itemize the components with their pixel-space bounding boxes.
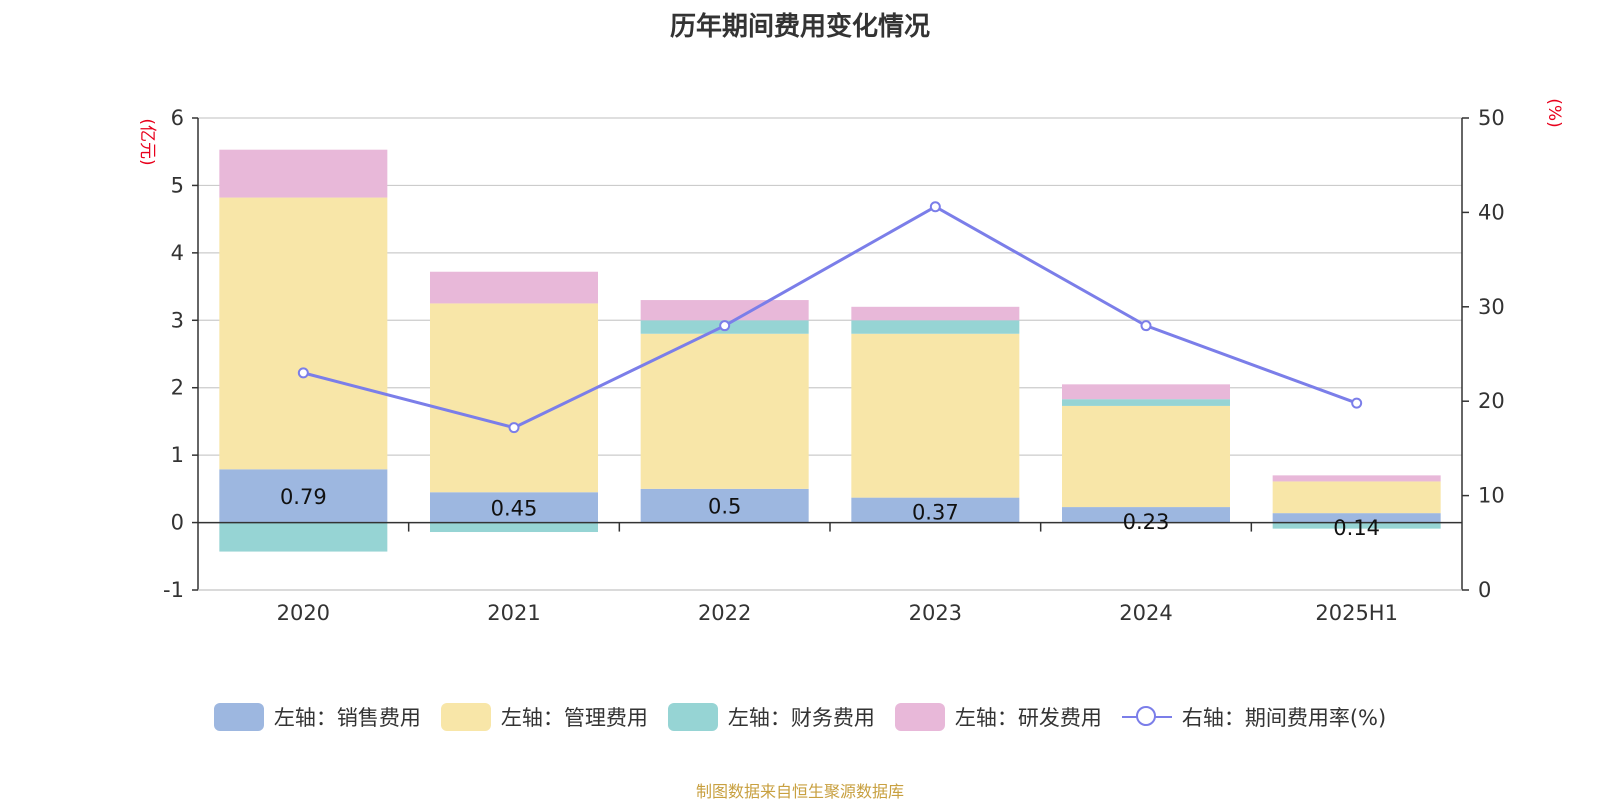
rate-point [719,320,731,332]
bar-2024-series-2 [1062,399,1230,406]
legend-label-admin: 左轴：管理费用 [500,706,648,730]
left-axis-tick-label: 4 [171,241,184,265]
legend: 左轴：销售费用 左轴：管理费用 左轴：财务费用 左轴：研发费用 右轴：期间费用率… [0,702,1600,732]
bar-2022-series-1 [640,333,809,489]
legend-label-sales: 左轴：销售费用 [273,706,421,730]
left-axis-title: (亿元) [137,118,157,165]
right-axis-tick-label: 10 [1478,484,1505,508]
bar-2021-series-3 [430,271,598,304]
bar-2021-series-0 [430,492,598,523]
bar-2022-series-3 [640,300,809,321]
rate-point [1351,397,1363,409]
legend-swatch-rnd [894,703,945,731]
bar-data-label: 0.14 [1333,516,1380,540]
bar-data-label: 0.45 [491,496,538,520]
x-axis-category-label: 2022 [698,601,751,625]
bar-data-label: 0.23 [1123,510,1170,534]
bar-2024-series-0 [1062,507,1230,523]
bar-2021-series-1 [430,303,598,493]
right-axis-tick-label: 50 [1478,106,1505,130]
bar-2023-series-0 [851,497,1020,523]
bar-2024-series-1 [1062,405,1230,508]
bar-2025H1-series-3 [1272,475,1441,482]
legend-item-rate[interactable]: 右轴：期间费用率(%) [1121,702,1387,732]
legend-line-marker-icon [1121,703,1172,731]
rate-point [929,201,941,213]
bar-2023-series-1 [851,333,1020,498]
x-axis-category-label: 2020 [277,601,330,625]
left-axis-tick-label: 3 [171,308,184,332]
bar-2022-series-0 [640,488,809,523]
right-axis-tick-label: 40 [1478,200,1505,224]
bar-2021-series-2 [430,522,598,533]
chart-title: 历年期间费用变化情况 [669,12,930,42]
legend-item-finance[interactable]: 左轴：财务费用 [667,702,875,732]
bar-2020-series-0 [219,469,388,523]
x-axis-category-label: 2023 [909,601,962,625]
bar-2023-series-2 [851,320,1020,334]
bar-2025H1-series-2 [1272,522,1441,529]
legend-swatch-admin [440,703,491,731]
x-axis-category-label: 2025H1 [1315,601,1398,625]
chart-canvas: -1 0 1 2 3 4 5 6 0 10 20 30 40 50 (亿元) (%) 2020 2021 2022 2… [137,98,1564,625]
bar-2020-series-2 [219,522,388,552]
legend-label-rate: 右轴：期间费用率(%) [1181,706,1387,730]
rate-point [1140,320,1152,332]
legend-item-rnd[interactable]: 左轴：研发费用 [894,702,1102,732]
legend-item-admin[interactable]: 左轴：管理费用 [440,702,648,732]
source-note: 制图数据来自恒生聚源数据库 [695,782,904,801]
legend-label-finance: 左轴：财务费用 [727,706,875,730]
legend-label-rnd: 左轴：研发费用 [954,706,1102,730]
bar-2025H1-series-0 [1272,513,1441,523]
rate-point [297,367,309,379]
left-axis-tick-label: 0 [171,511,184,535]
legend-swatch-finance [667,703,718,731]
left-axis-tick-label: 5 [171,173,184,197]
x-axis-category-label: 2024 [1119,601,1172,625]
right-axis-tick-label: 20 [1478,389,1505,413]
right-axis-tick-label: 30 [1478,295,1505,319]
bar-2020-series-3 [219,149,388,198]
rate-point [508,422,520,434]
bar-2024-series-3 [1062,384,1230,400]
bar-2020-series-1 [219,197,388,470]
left-axis-tick-label: 1 [171,443,184,467]
bar-data-label: 0.5 [708,495,741,519]
bar-data-label: 0.37 [912,501,959,525]
right-axis-title: (%) [1544,98,1564,127]
left-axis-tick-label: 6 [171,106,184,130]
left-axis-tick-label: -1 [163,578,184,602]
bar-data-label: 0.79 [280,485,327,509]
bar-2023-series-3 [851,306,1020,321]
bar-2025H1-series-1 [1272,481,1441,514]
right-axis-tick-label: 0 [1478,578,1491,602]
x-axis-category-label: 2021 [487,601,540,625]
legend-item-sales[interactable]: 左轴：销售费用 [213,702,421,732]
rate-line [302,205,1358,430]
left-axis-tick-label: 2 [171,376,184,400]
legend-swatch-sales [213,703,264,731]
